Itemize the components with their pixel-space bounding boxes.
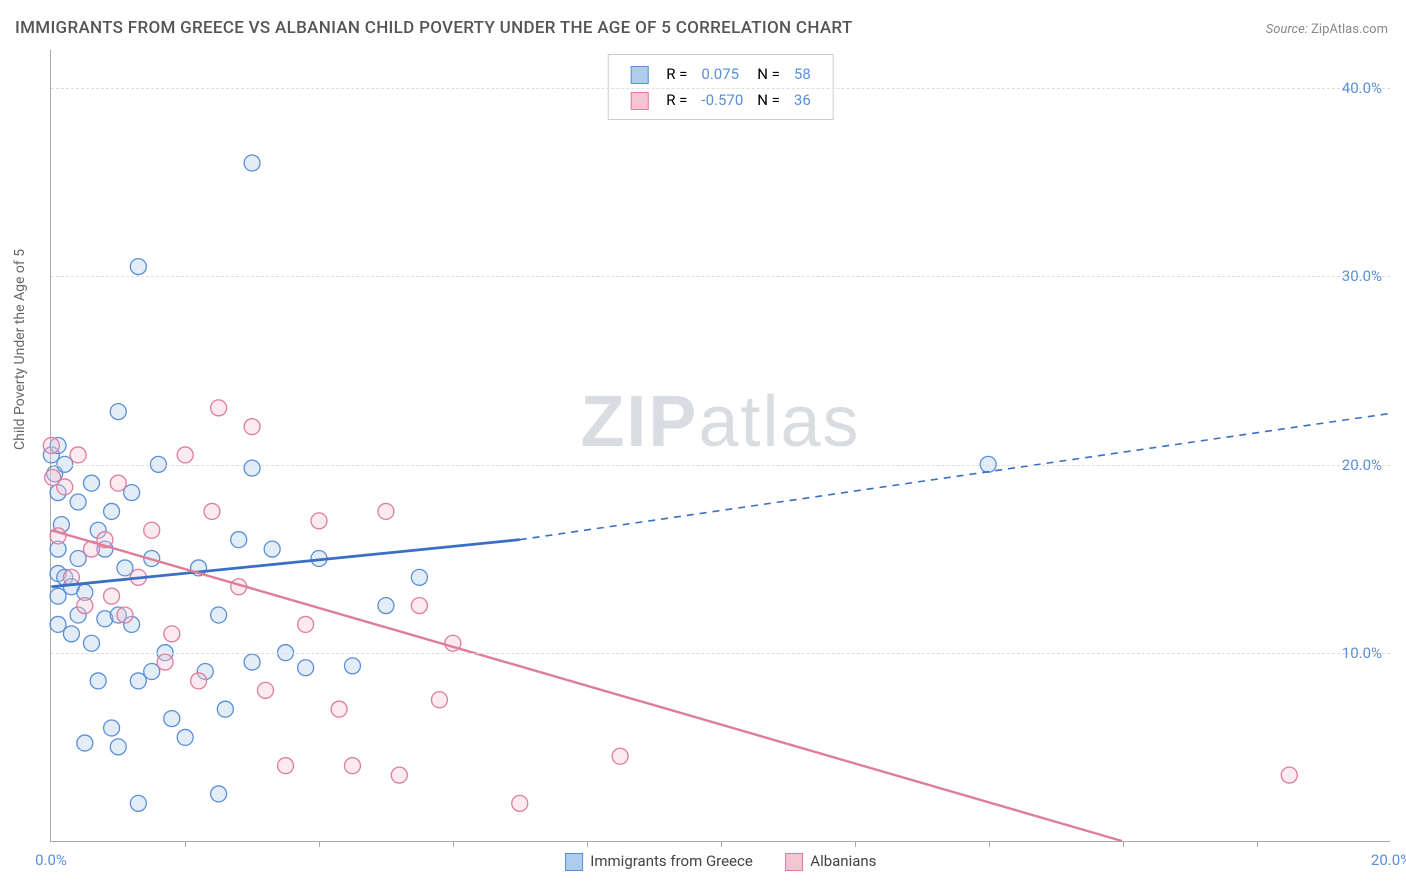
scatter-point [378,503,394,519]
scatter-point [164,711,180,727]
scatter-point [244,155,260,171]
scatter-point [124,485,140,501]
scatter-point [50,616,66,632]
scatter-point [157,654,173,670]
scatter-point [63,626,79,642]
scatter-point [104,588,120,604]
scatter-point [278,758,294,774]
scatter-point [411,598,427,614]
scatter-point [512,795,528,811]
scatter-point [431,692,447,708]
scatter-point [264,541,280,557]
legend-item-blue: Immigrants from Greece [565,852,757,870]
source-credit: Source: ZipAtlas.com [1266,22,1388,37]
chart-title: IMMIGRANTS FROM GREECE VS ALBANIAN CHILD… [15,18,853,38]
y-tick-label: 20.0% [1342,456,1382,474]
scatter-point [344,658,360,674]
source-label: Source: [1266,22,1308,37]
scatter-point [204,503,220,519]
scatter-point [164,626,180,642]
scatter-point [211,607,227,623]
scatter-point [1281,767,1297,783]
x-tick-label: 0.0% [35,851,67,869]
scatter-point [311,513,327,529]
scatter-point [211,786,227,802]
swatch-pink-icon [785,853,803,871]
y-tick-label: 10.0% [1342,644,1382,662]
scatter-point [612,748,628,764]
scatter-point [331,701,347,717]
scatter-point [70,551,86,567]
chart-plot-area: ZIPatlas R = 0.075 N = 58 R = -0.570 N =… [50,50,1390,842]
scatter-point [110,404,126,420]
scatter-point [104,503,120,519]
scatter-point [391,767,407,783]
source-name: ZipAtlas.com [1311,22,1388,37]
scatter-point [144,664,160,680]
swatch-blue-icon [565,853,583,871]
scatter-point [90,673,106,689]
scatter-point [191,673,207,689]
scatter-point [110,475,126,491]
scatter-point [378,598,394,614]
scatter-point [177,729,193,745]
scatter-point [411,569,427,585]
scatter-point [144,522,160,538]
x-tick-label: 20.0% [1371,851,1406,869]
scatter-point [70,447,86,463]
y-tick-label: 30.0% [1342,267,1382,285]
legend-item-pink: Albanians [785,852,877,870]
scatter-point [117,560,133,576]
scatter-point [77,735,93,751]
scatter-point [130,259,146,275]
chart-svg [51,50,1390,841]
scatter-point [211,400,227,416]
scatter-point [177,447,193,463]
scatter-point [77,598,93,614]
scatter-point [50,588,66,604]
scatter-point [130,673,146,689]
legend-label-blue: Immigrants from Greece [590,852,753,870]
scatter-point [117,607,133,623]
scatter-point [244,654,260,670]
scatter-point [84,475,100,491]
scatter-point [110,739,126,755]
scatter-point [70,494,86,510]
scatter-point [130,795,146,811]
scatter-point [298,616,314,632]
scatter-point [257,682,273,698]
scatter-point [217,701,233,717]
scatter-point [298,660,314,676]
scatter-point [244,419,260,435]
y-tick-label: 40.0% [1342,79,1382,97]
legend-label-pink: Albanians [810,852,876,870]
trend-line-blue-dashed [520,413,1390,539]
scatter-point [84,635,100,651]
scatter-point [231,532,247,548]
y-axis-label: Child Poverty Under the Age of 5 [12,249,28,450]
legend-series: Immigrants from Greece Albanians [551,852,891,871]
scatter-point [104,720,120,736]
scatter-point [43,438,59,454]
scatter-point [244,460,260,476]
scatter-point [344,758,360,774]
scatter-point [57,479,73,495]
